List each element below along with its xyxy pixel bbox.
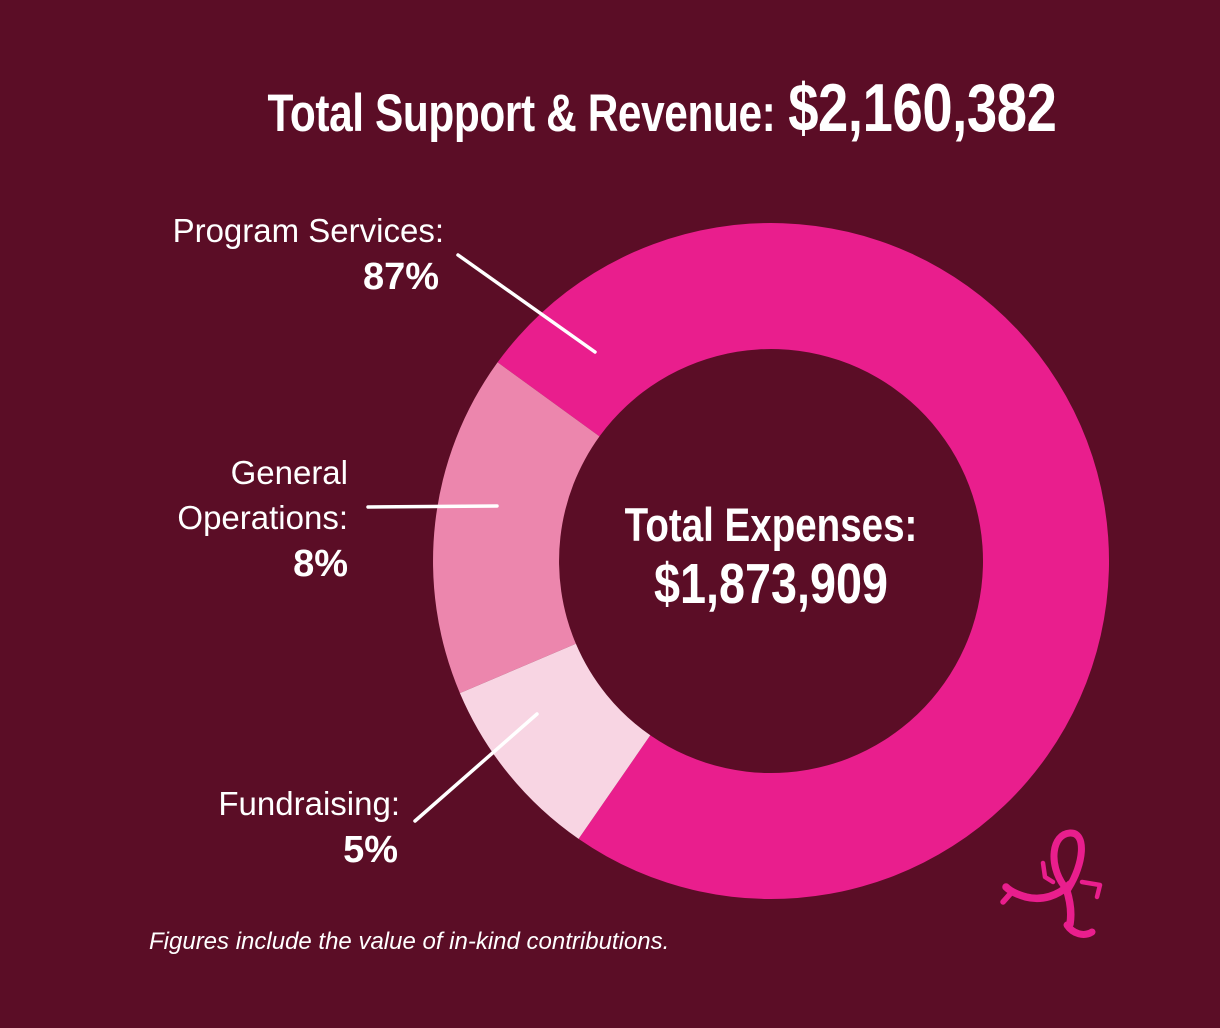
callout-program-services: Program Services: 87%	[173, 211, 444, 299]
callout-general-operations: General Operations: 8%	[177, 450, 348, 586]
callout-fundraising: Fundraising: 5%	[218, 784, 400, 872]
page-title: Total Support & Revenue: $2,160,382	[174, 74, 1150, 142]
callout-fundraising-label: Fundraising:	[218, 785, 400, 822]
title-label: Total Support & Revenue:	[267, 84, 776, 143]
total-expenses-label: Total Expenses:	[624, 498, 918, 551]
total-expenses-value: $1,873,909	[654, 552, 888, 616]
callout-program-services-pct: 87%	[362, 256, 439, 298]
donut-center-text: Total Expenses: $1,873,909	[625, 498, 918, 616]
callout-program-services-label: Program Services:	[172, 212, 444, 249]
callout-fundraising-pct: 5%	[343, 829, 398, 871]
leader-line-general-operations	[366, 504, 499, 509]
donut-segment-program-services	[497, 223, 1110, 900]
donut-ring	[433, 223, 1110, 900]
donut-segment-general-operations	[433, 362, 600, 694]
callout-general-operations-label-line2: Operations:	[177, 499, 348, 536]
title-total-revenue-value: $2,160,382	[788, 70, 1057, 146]
footnote: Figures include the value of in-kind con…	[149, 928, 670, 955]
callout-general-operations-label-line1: General	[230, 454, 348, 491]
running-ribbon-logo	[1000, 829, 1103, 938]
donut-segment-fundraising	[459, 643, 651, 839]
running-ribbon-icon	[1000, 829, 1103, 938]
leader-line-fundraising	[413, 712, 539, 823]
callout-general-operations-pct: 8%	[293, 543, 348, 585]
leader-line-program-services	[456, 253, 597, 354]
